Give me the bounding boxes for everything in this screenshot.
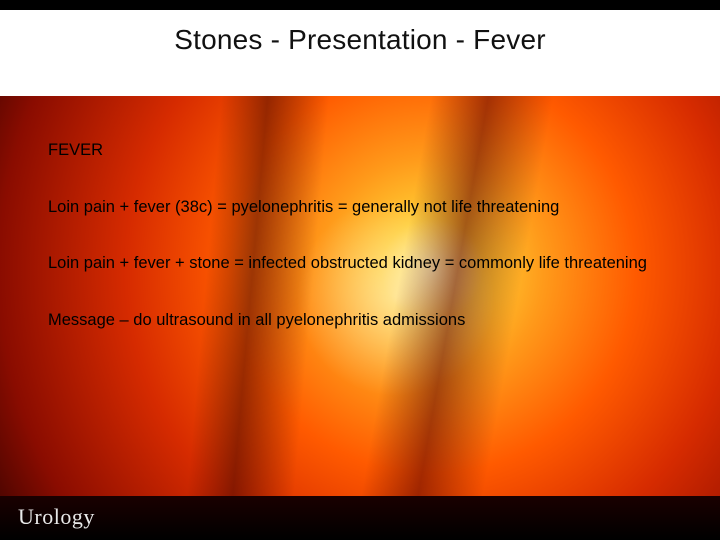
slide-title: Stones - Presentation - Fever bbox=[0, 24, 720, 56]
top-black-strip bbox=[0, 0, 720, 10]
body-line-2: Loin pain + fever + stone = infected obs… bbox=[48, 253, 680, 274]
footer-logo: Urology bbox=[18, 504, 95, 530]
body-heading: FEVER bbox=[48, 140, 680, 161]
footer-bar: Urology bbox=[0, 496, 720, 540]
body-line-1: Loin pain + fever (38c) = pyelonephritis… bbox=[48, 197, 680, 218]
slide-body: FEVER Loin pain + fever (38c) = pyelonep… bbox=[48, 140, 680, 367]
slide: Stones - Presentation - Fever FEVER Loin… bbox=[0, 0, 720, 540]
body-line-3: Message – do ultrasound in all pyeloneph… bbox=[48, 310, 680, 331]
